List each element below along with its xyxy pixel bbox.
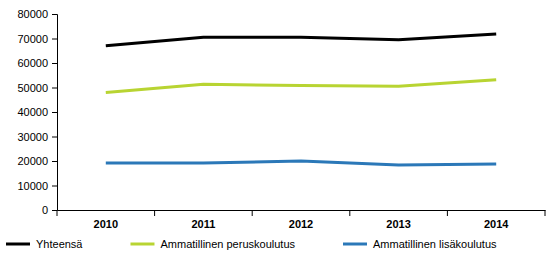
legend-swatch <box>130 243 154 246</box>
y-tick-label: 70000 <box>17 33 48 45</box>
y-tick: 10000 <box>17 180 57 192</box>
y-tick: 70000 <box>17 33 57 45</box>
y-tick: 80000 <box>17 8 57 20</box>
y-axis: 0 10000 20000 30000 40000 50000 60000 70000 8000… <box>17 8 57 216</box>
y-tick: 20000 <box>17 155 57 167</box>
y-tick-label: 40000 <box>17 106 48 118</box>
legend-swatch <box>6 243 30 246</box>
y-tick-label: 60000 <box>17 57 48 69</box>
y-tick-mark <box>52 137 57 138</box>
y-tick-mark <box>52 14 57 15</box>
y-tick-mark <box>52 161 57 162</box>
x-tick: 2013 <box>386 210 410 230</box>
legend-item: Yhteensä <box>6 238 83 250</box>
category-divider <box>349 210 350 216</box>
x-axis: 2010 2011 2012 2013 2014 <box>57 210 546 230</box>
y-tick: 40000 <box>17 106 57 118</box>
series-group <box>106 34 496 165</box>
category-divider <box>252 210 253 216</box>
series-line <box>106 34 496 46</box>
legend-label: Yhteensä <box>36 238 83 250</box>
y-tick-label: 80000 <box>17 8 48 20</box>
y-tick-label: 30000 <box>17 131 48 143</box>
legend-item: Ammatillinen lisäkoulutus <box>343 238 497 250</box>
legend-label: Ammatillinen lisäkoulutus <box>373 238 497 250</box>
y-tick: 60000 <box>17 57 57 69</box>
y-tick-label: 10000 <box>17 180 48 192</box>
legend: Yhteensä Ammatillinen peruskoulutus Ammati… <box>6 238 497 250</box>
legend-item: Ammatillinen peruskoulutus <box>130 238 295 250</box>
y-tick: 30000 <box>17 131 57 143</box>
y-tick-mark <box>52 63 57 64</box>
category-divider <box>154 210 155 216</box>
x-tick-label: 2013 <box>386 218 410 230</box>
y-tick: 50000 <box>17 82 57 94</box>
category-divider <box>545 210 546 216</box>
series-line <box>106 161 496 165</box>
y-tick-mark <box>52 88 57 89</box>
x-tick-label: 2010 <box>94 218 118 230</box>
y-tick: 0 <box>42 204 57 216</box>
x-tick: 2011 <box>191 210 215 230</box>
category-divider <box>447 210 448 216</box>
x-tick: 2014 <box>484 210 509 230</box>
x-tick-label: 2012 <box>289 218 313 230</box>
x-tick: 2012 <box>289 210 313 230</box>
x-tick: 2010 <box>94 210 118 230</box>
category-divider <box>57 210 58 216</box>
chart: 0 10000 20000 30000 40000 50000 60000 70000 8000… <box>0 0 559 268</box>
y-axis-line <box>52 15 58 211</box>
legend-swatch <box>343 243 367 246</box>
x-axis-line <box>58 210 546 211</box>
x-tick-label: 2014 <box>484 218 509 230</box>
y-tick-mark <box>52 39 57 40</box>
series-line <box>106 80 496 93</box>
legend-label: Ammatillinen peruskoulutus <box>160 238 295 250</box>
x-tick-label: 2011 <box>191 218 215 230</box>
plot: 0 10000 20000 30000 40000 50000 60000 70000 8000… <box>17 8 545 230</box>
y-tick-mark <box>52 112 57 113</box>
y-tick-mark <box>52 210 57 211</box>
y-tick-label: 20000 <box>17 155 48 167</box>
y-tick-label: 50000 <box>17 82 48 94</box>
y-tick-mark <box>52 186 57 187</box>
y-tick-label: 0 <box>42 204 48 216</box>
